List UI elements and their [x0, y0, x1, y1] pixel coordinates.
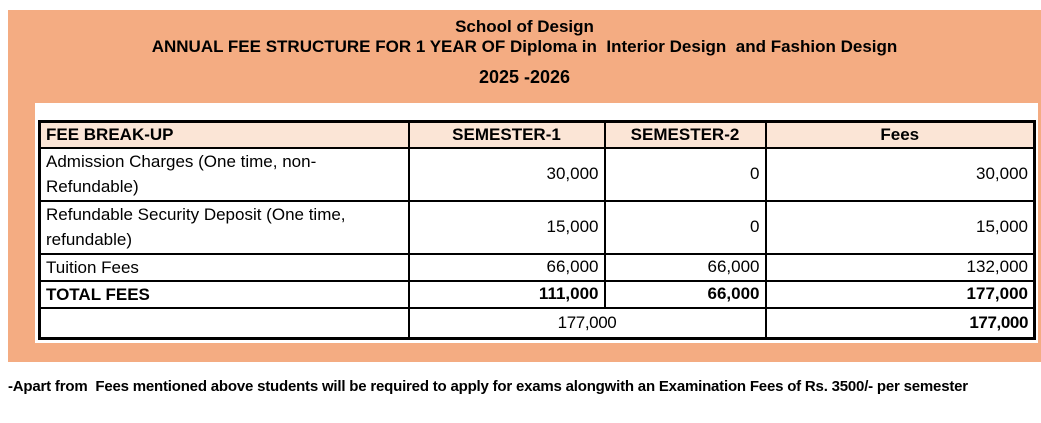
- semester-1-value: 111,000: [407, 279, 606, 309]
- row-label: Refundable Security Deposit (One time, r…: [38, 199, 410, 255]
- table-panel: FEE BREAK-UP SEMESTER-1 SEMESTER-2 Fees …: [35, 103, 1038, 343]
- semesters-merged-total: 177,000: [407, 306, 767, 340]
- table-row-security-deposit: Refundable Security Deposit (One time, r…: [38, 199, 1036, 255]
- table-header-row: FEE BREAK-UP SEMESTER-1 SEMESTER-2 Fees: [38, 120, 1036, 149]
- row-label-empty: [38, 306, 410, 340]
- column-header-semester-2: SEMESTER-2: [603, 120, 767, 149]
- academic-year: 2025 -2026: [478, 67, 571, 87]
- column-header-fees: Fees: [764, 120, 1036, 149]
- semester-1-value: 15,000: [407, 199, 606, 255]
- column-header-fee-break-up: FEE BREAK-UP: [38, 120, 410, 149]
- row-label: Admission Charges (One time, non-Refunda…: [38, 146, 410, 202]
- table-row-total-fees: TOTAL FEES 111,000 66,000 177,000: [38, 279, 1036, 309]
- fees-value: 132,000: [764, 252, 1036, 282]
- row-label: TOTAL FEES: [38, 279, 410, 309]
- banner-text: School of Design ANNUAL FEE STRUCTURE FO…: [8, 17, 1041, 88]
- semester-1-value: 66,000: [407, 252, 606, 282]
- column-header-semester-1: SEMESTER-1: [407, 120, 606, 149]
- fees-value: 177,000: [764, 279, 1036, 309]
- banner: School of Design ANNUAL FEE STRUCTURE FO…: [8, 10, 1041, 362]
- fees-value: 15,000: [764, 199, 1036, 255]
- fee-table: FEE BREAK-UP SEMESTER-1 SEMESTER-2 Fees …: [38, 120, 1036, 340]
- fees-grand-total: 177,000: [764, 306, 1036, 340]
- fees-value: 30,000: [764, 146, 1036, 202]
- document-title: ANNUAL FEE STRUCTURE FOR 1 YEAR OF Diplo…: [151, 37, 898, 56]
- semester-2-value: 66,000: [603, 252, 767, 282]
- row-label: Tuition Fees: [38, 252, 410, 282]
- semester-1-value: 30,000: [407, 146, 606, 202]
- semester-2-value: 0: [603, 199, 767, 255]
- semester-2-value: 66,000: [603, 279, 767, 309]
- semester-2-value: 0: [603, 146, 767, 202]
- table-row-admission-charges: Admission Charges (One time, non-Refunda…: [38, 146, 1036, 202]
- table-row-tuition-fees: Tuition Fees 66,000 66,000 132,000: [38, 252, 1036, 282]
- examination-fee-footnote: -Apart from Fees mentioned above student…: [8, 378, 968, 395]
- table-row-grand-total: 177,000 177,000: [38, 306, 1036, 340]
- school-title: School of Design: [455, 17, 594, 36]
